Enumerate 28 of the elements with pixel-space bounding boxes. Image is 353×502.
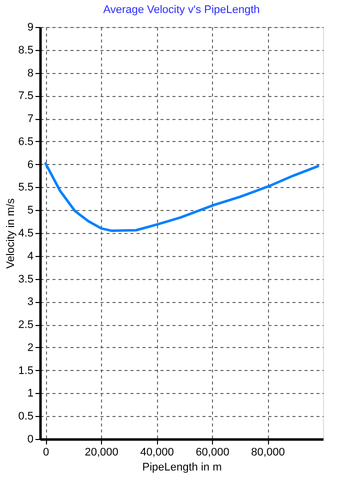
y-tick-label: 5.5: [18, 182, 34, 194]
y-tick-label: 6.5: [18, 136, 34, 148]
y-tick-label: 3.5: [18, 273, 34, 286]
y-tick-label: 8.5: [18, 44, 34, 56]
y-tick-label: 3: [27, 296, 34, 308]
y-tick-label: 7.5: [18, 90, 34, 102]
y-tick-label: 2.5: [18, 319, 34, 332]
y-tick-label: 4.5: [18, 228, 34, 240]
y-tick-label: 1.5: [18, 364, 34, 377]
x-tick-label: 80,000: [251, 446, 285, 458]
y-tick-label: 4: [27, 250, 34, 262]
chart-title: Average Velocity v's PipeLength: [103, 4, 260, 16]
y-tick-label: 0.5: [18, 410, 34, 423]
x-axis-title: PipeLength in m: [142, 462, 222, 474]
y-tick-label: 7: [27, 113, 34, 126]
y-tick-label: 6: [27, 158, 34, 171]
y-tick-label: 9: [27, 22, 34, 34]
x-tick-label: 40,000: [140, 446, 174, 458]
y-tick-label: 1: [27, 388, 34, 400]
y-tick-label: 0: [27, 434, 34, 446]
y-tick-label: 5: [27, 204, 34, 217]
y-tick-label: 8: [27, 67, 34, 80]
x-tick-label: 60,000: [196, 446, 230, 458]
x-tick-label: 0: [42, 446, 50, 458]
line-series: [44, 162, 320, 232]
y-axis-title: Velocity in m/s: [5, 198, 18, 269]
y-tick-label: 2: [27, 342, 34, 354]
x-tick-label: 20,000: [84, 446, 118, 458]
